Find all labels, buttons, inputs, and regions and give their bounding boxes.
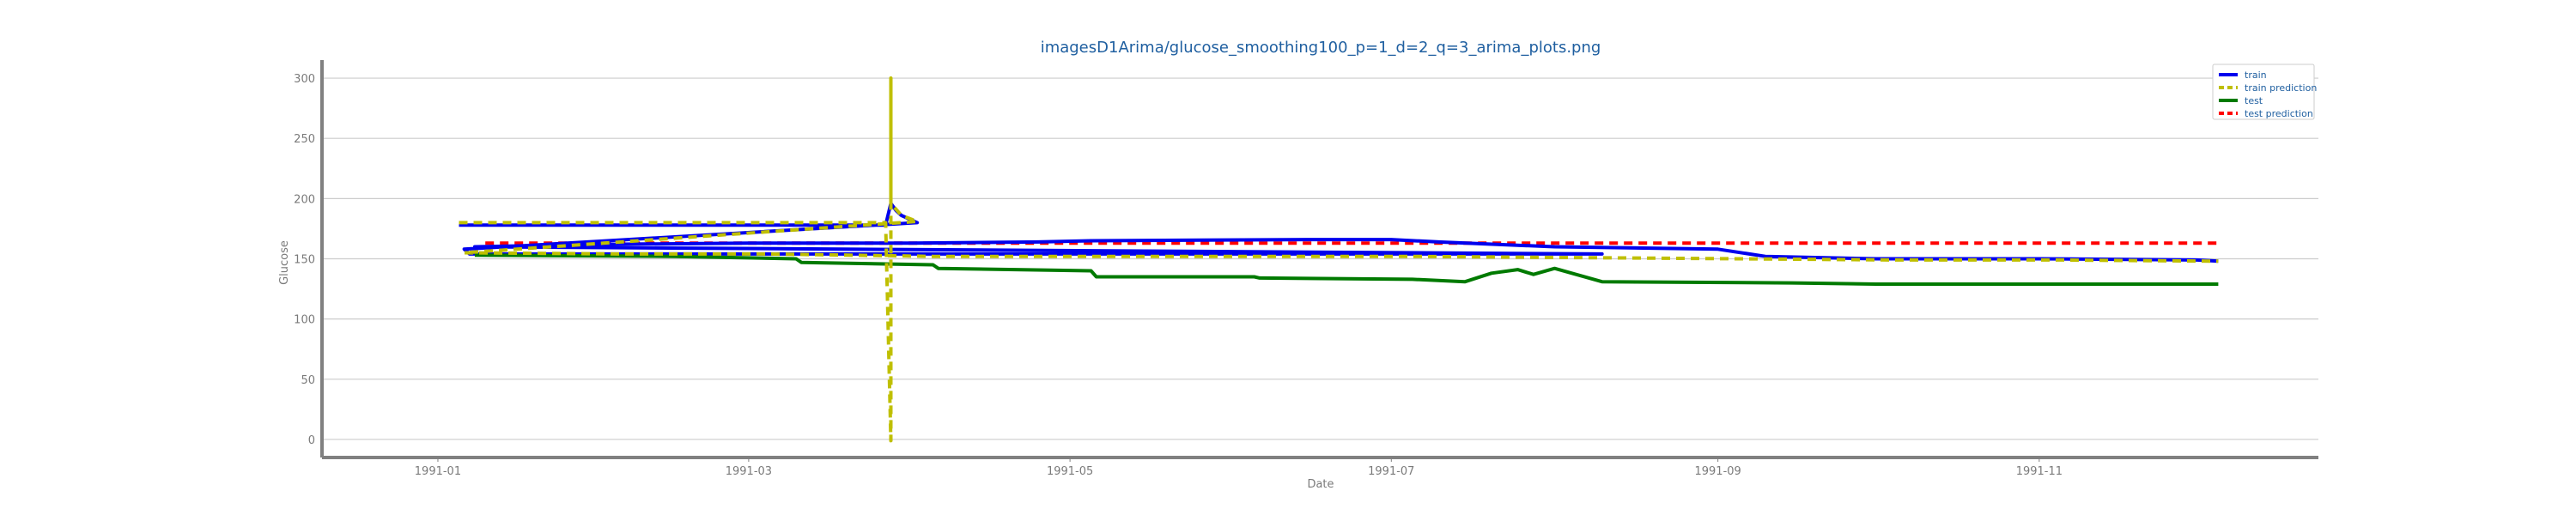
y-tick-label: 200 xyxy=(294,193,315,206)
x-tick-label: 1991-11 xyxy=(2016,465,2063,478)
legend-label: train xyxy=(2245,70,2267,81)
x-tick-label: 1991-01 xyxy=(415,465,461,478)
y-tick-label: 50 xyxy=(301,374,315,387)
legend-label: train prediction xyxy=(2245,82,2317,94)
series-line-train xyxy=(459,202,2219,264)
axes xyxy=(320,60,2318,459)
x-tick-label: 1991-05 xyxy=(1047,465,1093,478)
grid-lines xyxy=(322,77,2318,440)
chart-title: imagesD1Arima/glucose_smoothing100_p=1_d… xyxy=(1041,39,1601,57)
tick-labels: 0 50 100 150 200 250 300 1991-01 1991-03 1991-05 1… xyxy=(294,73,2063,478)
x-tick-label: 1991-09 xyxy=(1694,465,1741,478)
series-lines xyxy=(459,76,2219,443)
series-line-train-prediction xyxy=(459,76,2219,443)
series-line-test xyxy=(474,253,2219,286)
y-tick-label: 300 xyxy=(294,73,315,86)
y-tick-label: 150 xyxy=(294,254,315,267)
x-tick-label: 1991-03 xyxy=(726,465,772,478)
y-tick-label: 250 xyxy=(294,133,315,146)
x-axis-label: Date xyxy=(1307,478,1334,491)
y-axis-label: Glucose xyxy=(278,240,291,285)
y-tick-label: 100 xyxy=(294,314,315,327)
legend-box xyxy=(2212,64,2315,120)
x-tick-label: 1991-07 xyxy=(1368,465,1414,478)
legend-label: test prediction xyxy=(2245,108,2313,119)
legend-label: test xyxy=(2245,95,2263,106)
y-tick-label: 0 xyxy=(308,434,315,447)
